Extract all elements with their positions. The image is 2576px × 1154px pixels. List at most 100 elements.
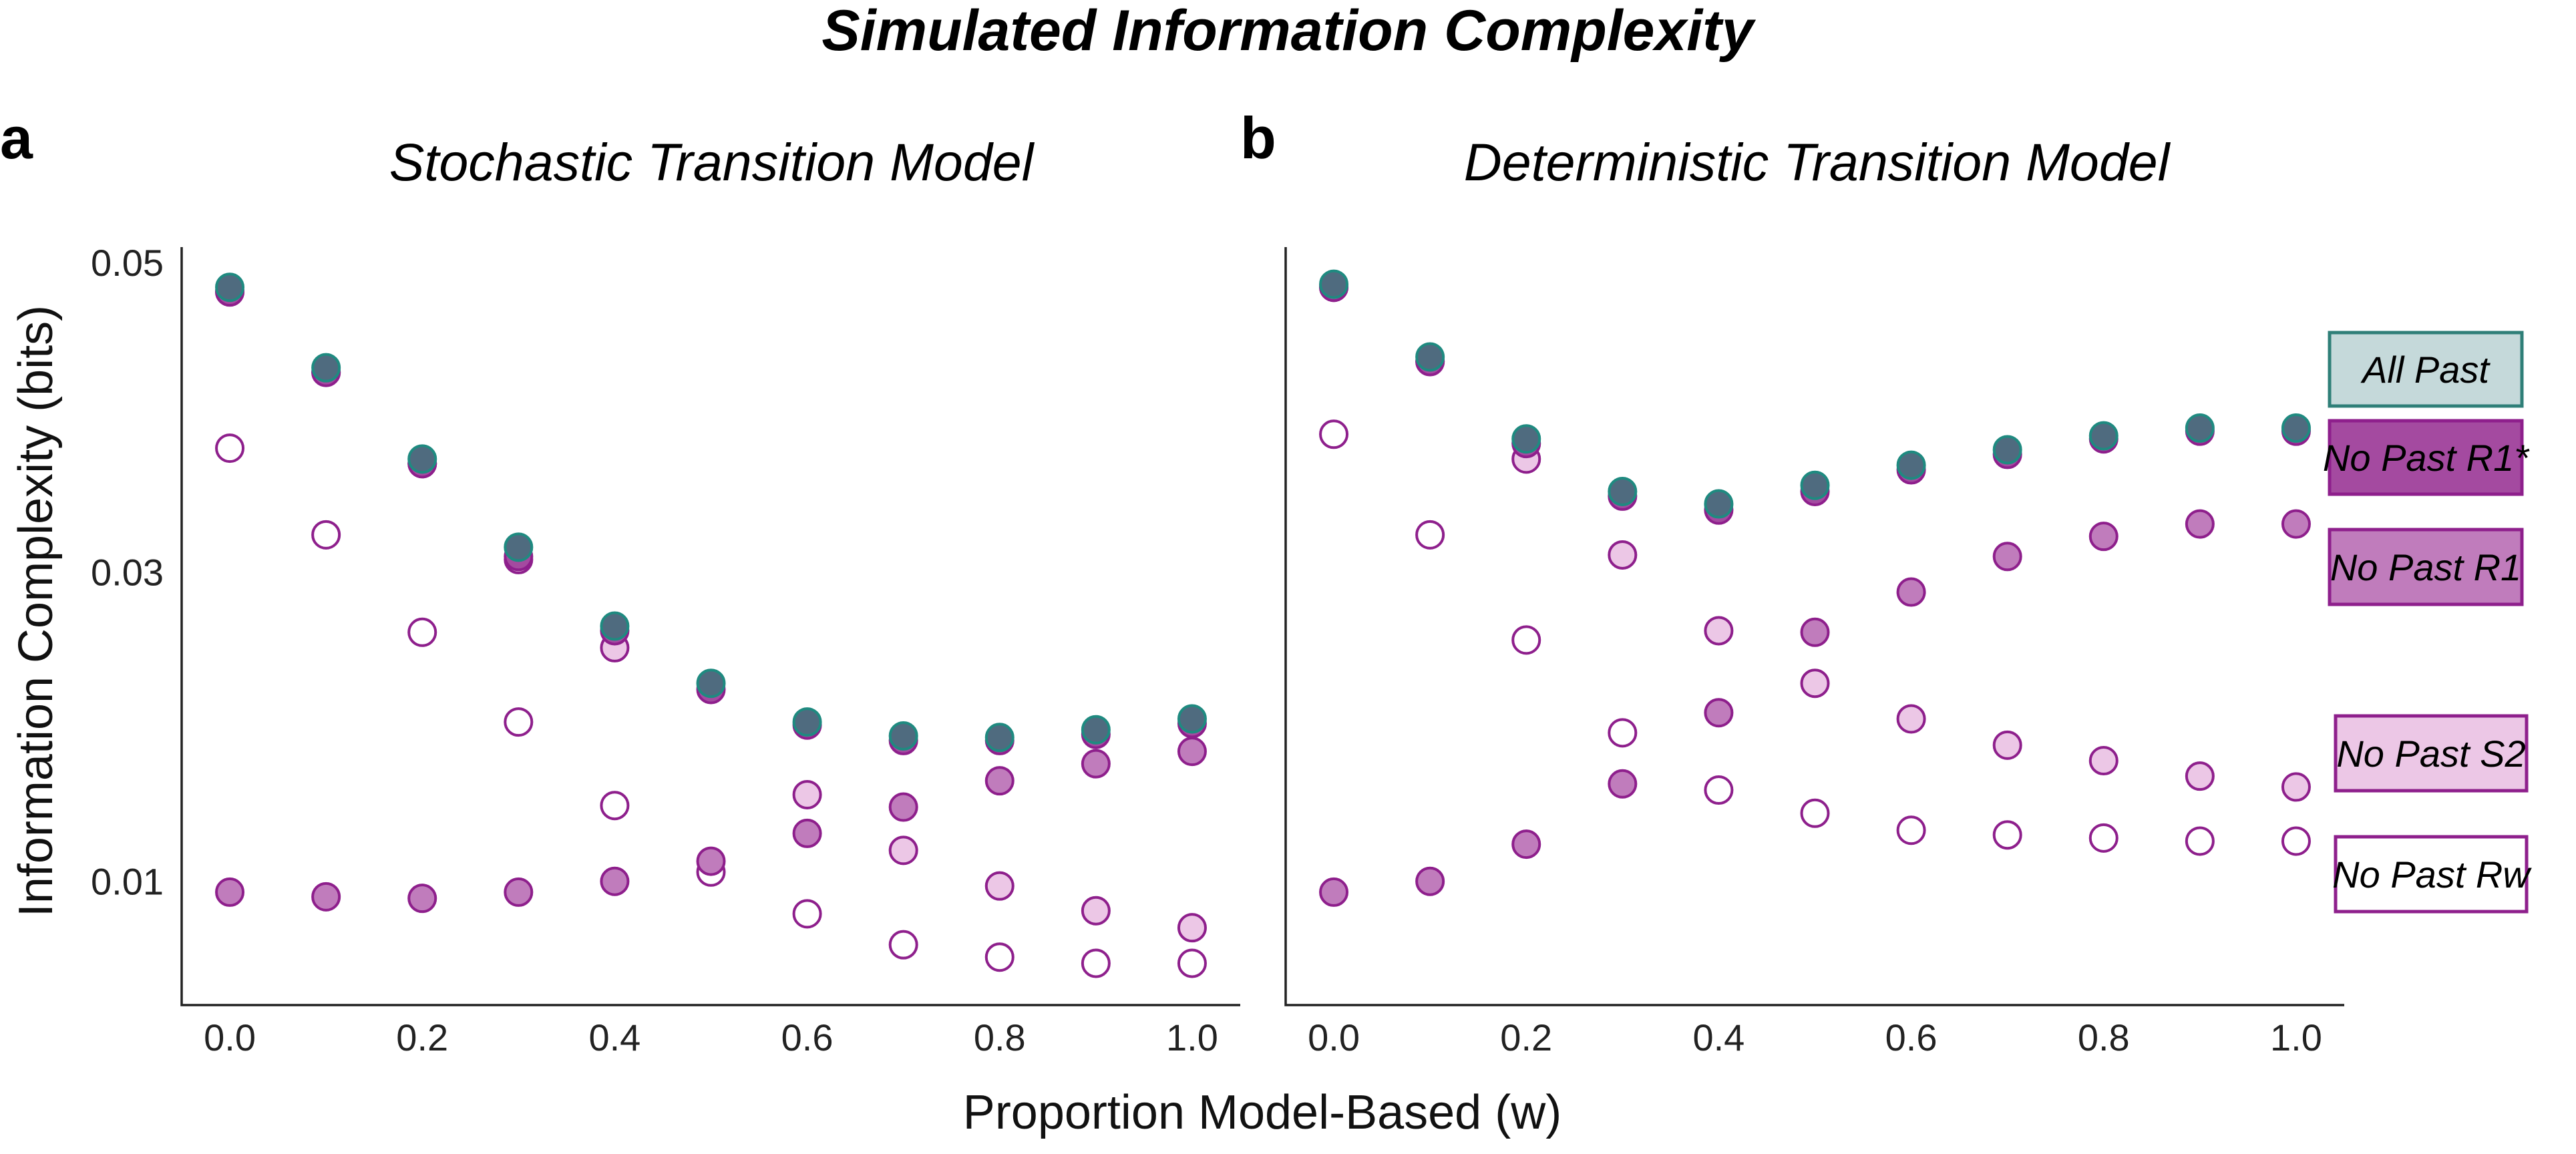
x-tick-label: 0.8 — [2078, 1016, 2130, 1059]
legend-swatch — [2334, 835, 2529, 914]
panel-b-axes — [1284, 247, 2344, 1006]
data-point-rw — [1415, 520, 1445, 550]
data-point-all_past — [1415, 342, 1445, 372]
data-point-rw — [1704, 775, 1734, 805]
data-point-rw — [1511, 625, 1541, 655]
data-point-all_past — [2088, 421, 2119, 451]
data-point-s2 — [1992, 730, 2022, 760]
data-point-rw — [888, 930, 918, 960]
data-point-all_past — [1511, 424, 1541, 454]
legend-swatch — [2328, 419, 2524, 496]
panel-b-ticks: 0.0 0.2 0.4 0.6 0.8 1.0 — [1308, 1016, 2322, 1059]
data-point-all_past — [888, 721, 918, 751]
legend-item-s2: No Past S2 — [2334, 714, 2529, 793]
data-point-rw — [407, 617, 437, 647]
data-point-r1 — [1608, 769, 1638, 799]
data-point-r1 — [2281, 509, 2311, 539]
data-point-rw — [311, 520, 341, 550]
legend-label: No Past S2 — [2336, 733, 2525, 775]
panel-b-points — [1319, 269, 2311, 907]
data-point-all_past — [407, 444, 437, 474]
legend-label: No Past Rw — [2332, 853, 2532, 896]
data-point-all_past — [696, 668, 726, 699]
data-point-rw — [2088, 823, 2119, 853]
x-tick-label: 1.0 — [2270, 1016, 2322, 1059]
data-point-r1 — [2088, 522, 2119, 552]
figure-title: Simulated Information Complexity — [821, 0, 1756, 63]
y-tick-label: 0.05 — [91, 242, 164, 284]
panel-a: a Stochastic Transition Model 0.0 0.2 0.4 0… — [0, 105, 1240, 1059]
data-point-s2 — [2088, 746, 2119, 776]
data-point-rw — [600, 791, 630, 821]
x-tick-label: 0.0 — [204, 1016, 256, 1059]
data-point-s2 — [1608, 540, 1638, 570]
data-point-rw — [1992, 820, 2022, 850]
data-point-rw — [1081, 948, 1111, 978]
data-point-r1 — [504, 877, 534, 907]
data-point-r1 — [2185, 509, 2215, 539]
data-point-all_past — [2281, 413, 2311, 443]
legend-label: No Past R1* — [2323, 437, 2530, 479]
panel-b-title: Deterministic Transition Model — [1464, 132, 2171, 192]
panel-b: b Deterministic Transition Model 0.0 0.2 0… — [1240, 105, 2344, 1059]
data-point-all_past — [984, 723, 1015, 753]
data-point-s2 — [984, 871, 1015, 901]
data-point-r1 — [1319, 877, 1349, 907]
data-point-rw — [2185, 826, 2215, 856]
panel-a-title: Stochastic Transition Model — [389, 132, 1035, 192]
legend-swatch — [2334, 714, 2529, 793]
data-point-r1 — [1704, 698, 1734, 728]
x-tick-label: 0.4 — [588, 1016, 640, 1059]
data-point-r1 — [215, 877, 245, 907]
data-point-s2 — [1800, 668, 1830, 699]
y-tick-label: 0.03 — [91, 551, 164, 593]
data-point-rw — [215, 433, 245, 463]
x-tick-label: 0.6 — [781, 1016, 834, 1059]
data-point-all_past — [1608, 476, 1638, 506]
data-point-r1 — [792, 818, 822, 848]
data-point-s2 — [2281, 772, 2311, 802]
data-point-rw — [792, 899, 822, 929]
data-point-all_past — [311, 353, 341, 383]
data-point-r1 — [1511, 829, 1541, 859]
data-point-r1 — [1800, 617, 1830, 647]
y-axis-label: Information Complexity (bits) — [9, 305, 63, 917]
data-point-s2 — [792, 779, 822, 809]
data-point-all_past — [1992, 435, 2022, 465]
data-point-s2 — [1177, 913, 1207, 943]
data-point-r1 — [407, 884, 437, 914]
data-point-r1 — [1081, 749, 1111, 779]
data-point-rw — [1177, 948, 1207, 978]
panel-a-axes — [180, 247, 1240, 1006]
data-point-r1 — [1896, 577, 1926, 607]
data-point-all_past — [1081, 715, 1111, 745]
data-point-rw — [2281, 826, 2311, 856]
legend: All Past No Past R1* No Past R1 No Past S2 N… — [2323, 331, 2532, 914]
panel-a-letter: a — [0, 105, 33, 171]
data-point-r1 — [1177, 737, 1207, 767]
data-point-s2 — [888, 835, 918, 866]
data-point-all_past — [792, 707, 822, 737]
y-tick-label: 0.01 — [91, 861, 164, 903]
data-point-r1 — [311, 882, 341, 912]
legend-swatch — [2328, 528, 2524, 606]
legend-swatch — [2328, 331, 2524, 408]
x-tick-label: 1.0 — [1166, 1016, 1218, 1059]
legend-item-all_past: All Past — [2328, 331, 2524, 408]
x-tick-label: 0.6 — [1885, 1016, 1938, 1059]
x-tick-label: 0.2 — [1500, 1016, 1552, 1059]
panel-a-ticks: 0.0 0.2 0.4 0.6 0.8 1.0 0.01 0.03 0.05 — [91, 242, 1218, 1059]
legend-item-rw: No Past Rw — [2332, 835, 2532, 914]
data-point-r1 — [600, 866, 630, 896]
data-point-rw — [1896, 815, 1926, 845]
data-point-all_past — [504, 532, 534, 562]
x-axis-label: Proportion Model-Based (w) — [963, 1086, 1561, 1139]
data-point-rw — [984, 942, 1015, 972]
data-point-r1 — [888, 792, 918, 822]
panel-b-letter: b — [1240, 105, 1276, 171]
data-point-s2 — [1704, 616, 1734, 646]
data-point-s2 — [2185, 761, 2215, 791]
data-point-all_past — [215, 272, 245, 303]
x-tick-label: 0.0 — [1308, 1016, 1360, 1059]
